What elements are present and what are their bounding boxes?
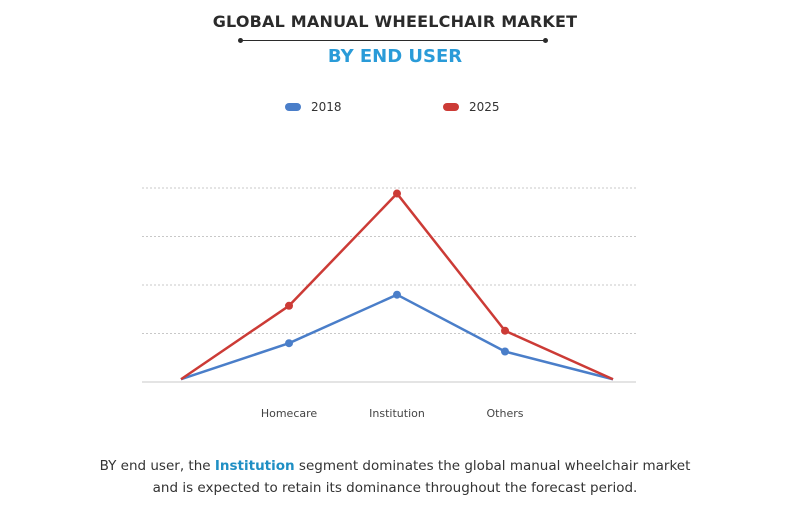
data-point-2018-institution [393,290,401,299]
caption-highlight: Institution [214,458,295,474]
data-point-2018-others [501,347,509,356]
x-tick-label-institution: Institution [369,407,425,420]
legend-item-2025: 2025 [443,99,500,115]
underline-right-dot [543,38,548,43]
x-tick-label-others: Others [487,407,524,420]
line-chart: Homecare Institution Others [142,187,636,420]
data-point-2018-homecare [285,339,293,348]
chart-title: GLOBAL MANUAL WHEELCHAIR MARKET [212,12,578,31]
caption-text-start: BY end user, the [99,458,215,474]
data-point-2025-others [501,326,509,335]
series-line-2018 [180,293,614,381]
chart-subtitle: BY END USER [327,46,463,67]
legend-swatch-2018 [285,103,301,111]
data-point-2025-homecare [285,301,293,310]
legend-label-2018: 2018 [311,100,342,114]
legend-item-2018: 2018 [285,99,342,115]
underline-left-dot [238,38,243,43]
chart-caption: BY end user, the Institution segment dom… [0,455,790,499]
caption-text-end: segment dominates the global manual whee… [294,458,691,474]
title-underline [238,38,548,43]
series-line-2025 [180,192,614,381]
legend-label-2025: 2025 [469,100,500,114]
data-point-2025-institution [393,189,401,198]
legend-swatch-2025 [443,103,459,111]
caption-line-2: and is expected to retain its dominance … [152,480,638,496]
x-tick-label-homecare: Homecare [261,407,318,420]
